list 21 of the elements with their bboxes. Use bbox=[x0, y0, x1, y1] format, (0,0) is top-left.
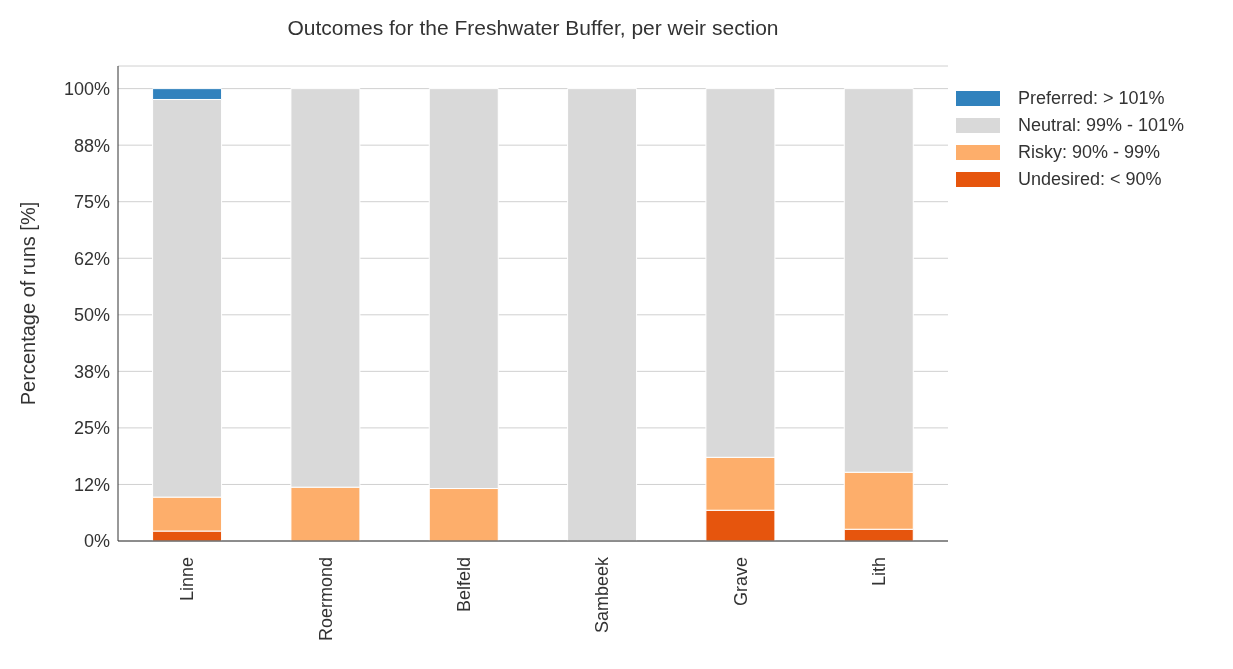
y-tick-label: 88% bbox=[73, 135, 110, 156]
x-tick-label: Lith bbox=[868, 557, 889, 587]
y-tick-label: 75% bbox=[73, 192, 110, 213]
y-tick-label: 25% bbox=[73, 418, 110, 439]
y-tick-label: 12% bbox=[73, 474, 110, 495]
legend-label: Risky: 90% - 99% bbox=[1018, 142, 1161, 163]
chart-title: Outcomes for the Freshwater Buffer, per weir section bbox=[286, 16, 780, 40]
x-tick-label: Linne bbox=[177, 557, 198, 602]
y-tick-label: 50% bbox=[73, 305, 110, 326]
x-tick-label: Grave bbox=[730, 557, 751, 607]
legend-label: Preferred: > 101% bbox=[1018, 88, 1165, 109]
y-tick-label: 0% bbox=[83, 531, 110, 552]
y-tick-label: 62% bbox=[73, 248, 110, 269]
x-tick-label: Sambeek bbox=[592, 556, 613, 634]
y-tick-label: 100% bbox=[63, 79, 110, 100]
legend-label: Neutral: 99% - 101% bbox=[1018, 115, 1185, 136]
legend-label: Undesired: < 90% bbox=[1018, 169, 1162, 190]
x-tick-label: Belfeld bbox=[453, 557, 474, 613]
y-tick-label: 38% bbox=[73, 361, 110, 382]
x-tick-label: Roermond bbox=[315, 557, 336, 642]
y-axis-title: Percentage of runs [%] bbox=[17, 201, 40, 406]
